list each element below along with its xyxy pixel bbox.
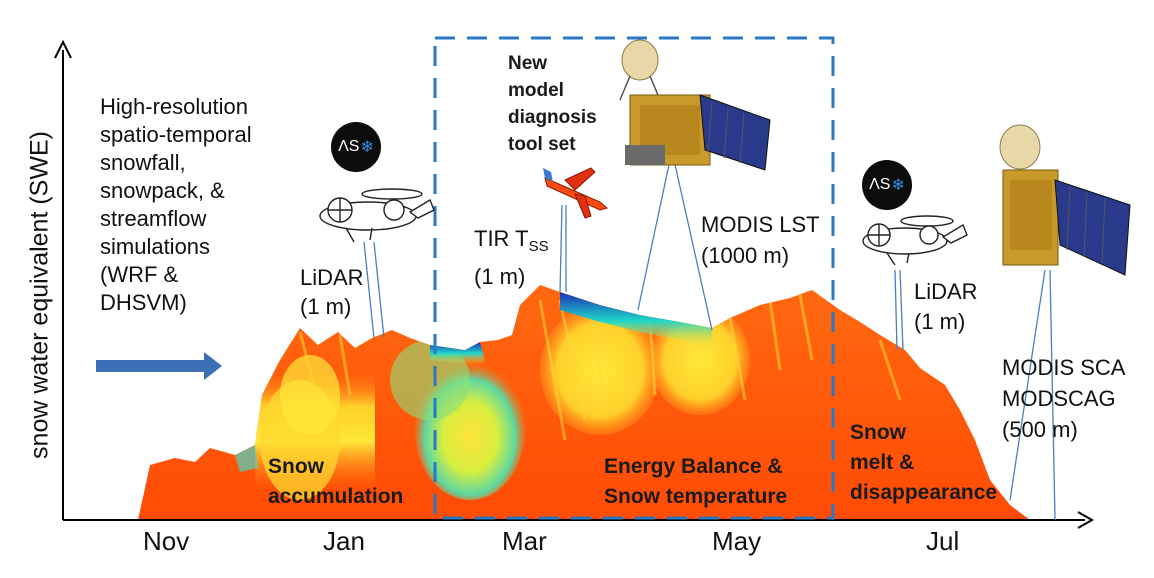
tir-prefix: TIR T (474, 226, 529, 251)
observation-lines (363, 159, 1056, 521)
text-line: snowfall, (100, 150, 186, 175)
text-line: accumulation (268, 485, 404, 508)
text-line: (WRF & (100, 262, 179, 287)
text-line: Energy Balance & (604, 455, 783, 478)
tir-subscript: SS (528, 238, 549, 255)
month-label: May (712, 526, 762, 556)
text-line: TIR TSS (474, 224, 549, 262)
text-line: spatio-temporal (100, 122, 252, 147)
aircraft-icon (862, 215, 968, 266)
lidar-jan-label: LiDAR (1 m) (300, 263, 364, 321)
text-line: snowpack, & (100, 178, 225, 203)
y-axis-label: snow water equivalent (SWE) (25, 131, 54, 459)
phase-energy-balance: Energy Balance & Snow temperature (604, 452, 787, 512)
text-line: LiDAR (914, 279, 978, 304)
airplane-icon (543, 167, 609, 219)
text-line: MODIS LST (701, 212, 820, 237)
snowflake-icon: ❄ (360, 139, 374, 156)
text-line: New (508, 53, 548, 74)
lidar-jul-label: LiDAR (1 m) (914, 277, 978, 337)
month-label: Nov (143, 526, 190, 556)
text-line: (1 m) (914, 309, 966, 334)
simulation-description: High-resolution spatio-temporal snowfall… (100, 93, 252, 317)
text-line: DHSVM) (100, 290, 187, 315)
axes (54, 39, 1095, 529)
text-line: melt & (850, 451, 915, 474)
satellite-icon (999, 124, 1131, 276)
text-line: Snow (850, 421, 906, 444)
text-line: LiDAR (300, 265, 364, 290)
modis-lst-label: MODIS LST (1000 m) (701, 209, 820, 271)
text-line: disappearance (850, 481, 998, 504)
text-line: (1 m) (300, 294, 352, 319)
phase-accumulation: Snow accumulation (268, 452, 403, 512)
satellite-icon (619, 39, 771, 171)
text-line: diagnosis (508, 107, 597, 128)
phase-melt: Snow melt & disappearance (850, 418, 997, 508)
modis-sca-label: MODIS SCA MODSCAG (500 m) (1002, 352, 1125, 445)
month-label: Jul (926, 526, 960, 556)
aso-text: ΛS (338, 138, 360, 155)
new-model-label: New model diagnosis tool set (508, 50, 597, 158)
text-line: model (508, 80, 564, 101)
text-line: (1000 m) (701, 243, 790, 268)
aircraft-icon (319, 188, 435, 243)
text-line: High-resolution (100, 94, 248, 119)
snowflake-icon: ❄ (891, 177, 905, 194)
aso-text: ΛS (869, 176, 891, 193)
month-label: Mar (502, 526, 547, 556)
simulation-arrow (96, 352, 222, 380)
text-line: Snow (268, 455, 324, 478)
aso-logo: ΛS ❄ (331, 122, 381, 172)
text-line: (1 m) (474, 264, 526, 289)
text-line: Snow temperature (604, 485, 788, 508)
text-line: MODIS SCA (1002, 355, 1126, 380)
month-label: Jan (323, 526, 365, 556)
text-line: MODSCAG (1002, 386, 1116, 411)
text-line: (500 m) (1002, 417, 1078, 442)
text-line: streamflow (100, 206, 207, 231)
tir-label: TIR TSS (1 m) (474, 224, 549, 292)
aso-logo: ΛS ❄ (862, 160, 912, 210)
text-line: tool set (508, 134, 576, 155)
text-line: simulations (100, 234, 211, 259)
model-diagnosis-box (433, 36, 835, 520)
